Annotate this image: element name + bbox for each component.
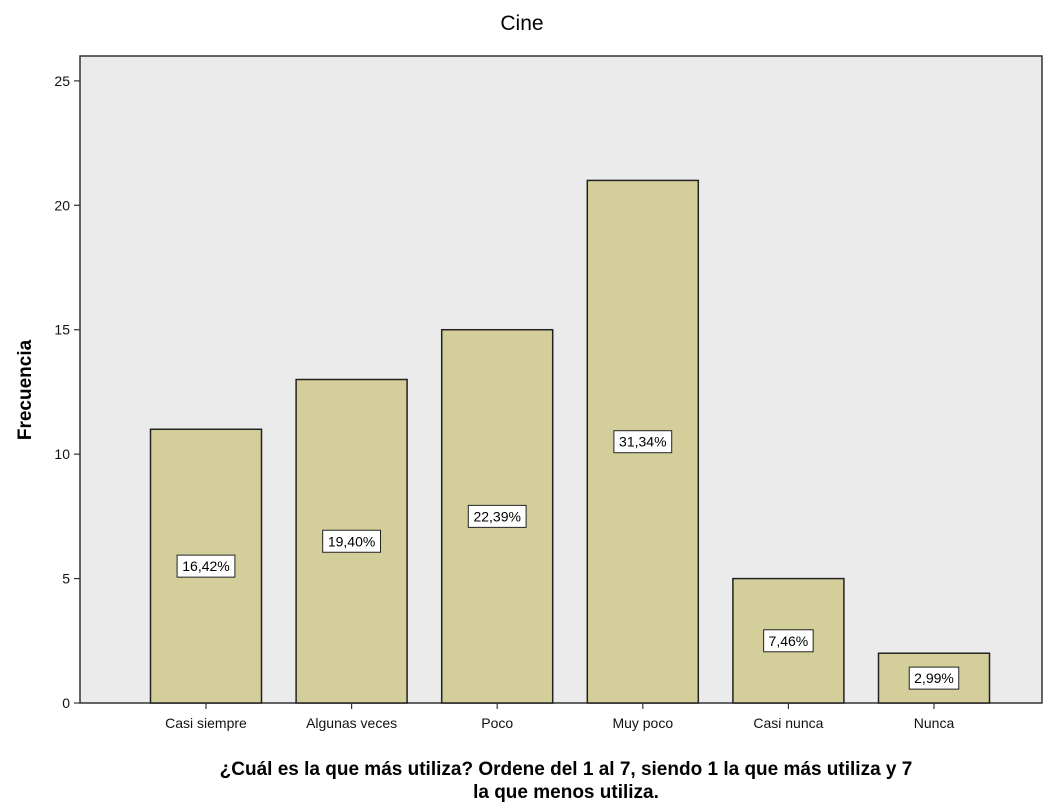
x-axis-label-line-2: la que menos utiliza. bbox=[473, 782, 659, 803]
data-label: 31,34% bbox=[619, 434, 666, 450]
x-axis: Casi siempre Algunas veces Poco Muy poco Cas… bbox=[165, 703, 954, 731]
y-tick-label: 15 bbox=[54, 322, 70, 338]
data-label-box bbox=[763, 629, 814, 653]
y-tick-label: 5 bbox=[62, 571, 70, 587]
data-label: 22,39% bbox=[473, 508, 520, 524]
data-label-box bbox=[322, 529, 382, 553]
x-tick-label: Algunas veces bbox=[306, 715, 397, 731]
x-tick-label: Nunca bbox=[914, 715, 955, 731]
y-tick-label: 25 bbox=[54, 73, 70, 89]
data-label-box bbox=[176, 554, 236, 578]
x-tick-label: Casi nunca bbox=[753, 715, 823, 731]
data-label-box bbox=[613, 430, 673, 454]
y-tick-label: 10 bbox=[54, 446, 70, 462]
x-tick-label: Casi siempre bbox=[165, 715, 247, 731]
x-tick-label: Poco bbox=[481, 715, 513, 731]
y-axis-label: Frecuencia bbox=[15, 339, 36, 440]
x-tick-label: Muy poco bbox=[612, 715, 673, 731]
data-label: 2,99% bbox=[914, 670, 954, 686]
data-label: 19,40% bbox=[328, 533, 375, 549]
data-label-box bbox=[908, 666, 960, 690]
y-tick-label: 0 bbox=[62, 695, 70, 711]
y-tick-label: 20 bbox=[54, 197, 70, 213]
bars-group: 16,42% 19,40% 22,39% 31,34% 7,46% 2,99% bbox=[149, 179, 991, 704]
data-label-box bbox=[467, 504, 527, 528]
data-label: 7,46% bbox=[769, 633, 809, 649]
chart-title: Cine bbox=[500, 12, 543, 35]
x-axis-label-line-1: ¿Cuál es la que más utiliza? Ordene del … bbox=[220, 759, 913, 780]
data-label: 16,42% bbox=[182, 558, 229, 574]
y-axis: 0 5 10 15 20 25 bbox=[54, 73, 80, 711]
